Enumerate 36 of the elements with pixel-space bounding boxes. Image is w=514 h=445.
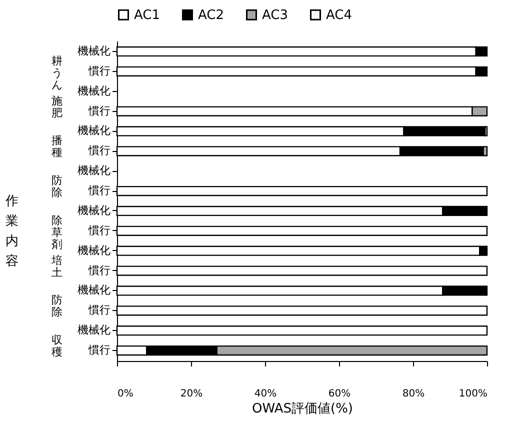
y-tick-label: 慣行 [88,264,110,277]
text: 培土 [50,254,62,279]
legend-label: AC3 [262,8,288,23]
x-tick-label: 40% [254,388,277,400]
legend-label: AC1 [134,8,160,23]
y-tick-label: 機械化 [78,204,110,217]
y-tick-label: 機械化 [78,284,110,297]
y-tick-label: 機械化 [78,124,110,138]
y-tick-label: 機械化 [78,44,110,58]
text: 耕うん [52,54,62,92]
y-tick-label: 慣行 [88,64,110,78]
y-tick-label: 機械化 [78,324,110,337]
text: 播種 [52,134,62,160]
y-tick-label: 機械化 [78,164,110,178]
legend-label: AC2 [198,8,224,23]
x-tick-label: 20% [180,388,203,400]
text: 収穫 [52,334,62,359]
x-tick-label: 80% [402,388,425,400]
text: 除草剤 [52,214,62,251]
y-tick-label: 慣行 [88,144,110,158]
y-tick-label: 機械化 [78,244,110,257]
y-tick-label: 慣行 [88,104,110,118]
x-axis-title: OWAS評価値(%) [252,402,354,416]
legend-label: AC4 [326,8,352,23]
text: 防除 [52,174,62,200]
x-tick-label: 0% [118,388,134,400]
x-tick-label: 100% [458,388,488,400]
y-tick-label: 慣行 [88,344,110,357]
y-tick-label: 慣行 [88,184,110,198]
y-tick-label: 慣行 [88,304,110,317]
x-tick-label: 60% [328,388,351,400]
text: 施肥 [52,94,62,120]
text: 防除 [52,294,62,319]
y-tick-label: 機械化 [78,84,110,98]
y-tick-label: 慣行 [88,224,110,237]
y-axis-title: 作業内容 [4,194,18,269]
